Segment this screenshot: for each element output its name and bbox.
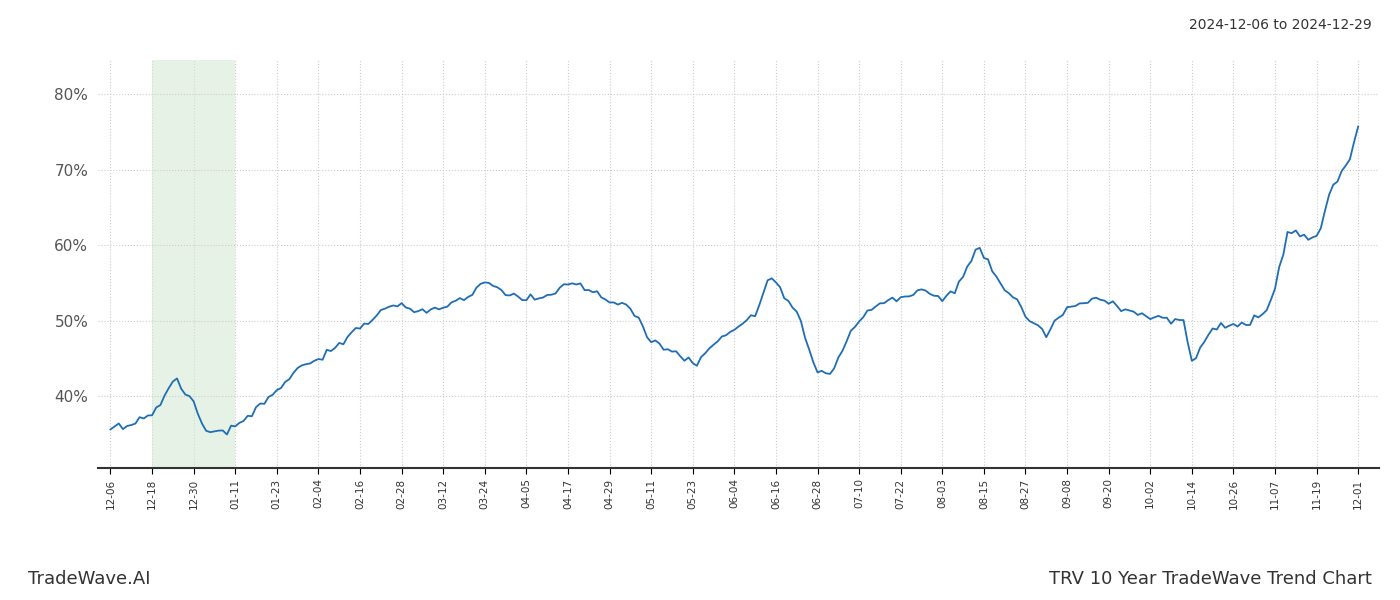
- Text: TradeWave.AI: TradeWave.AI: [28, 570, 151, 588]
- Bar: [153, 60, 235, 468]
- Text: TRV 10 Year TradeWave Trend Chart: TRV 10 Year TradeWave Trend Chart: [1049, 570, 1372, 588]
- Text: 2024-12-06 to 2024-12-29: 2024-12-06 to 2024-12-29: [1189, 18, 1372, 32]
